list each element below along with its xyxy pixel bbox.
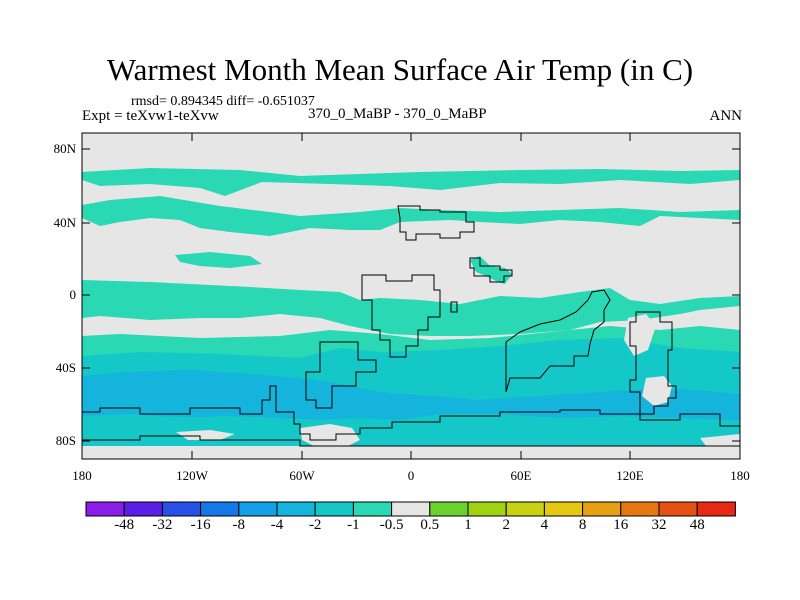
lon-label-180e: 180 bbox=[730, 468, 750, 483]
lon-label-0: 0 bbox=[407, 468, 415, 483]
neutral-patch-antarctic-2 bbox=[176, 430, 235, 440]
coastline-antarctic-edge bbox=[82, 435, 740, 447]
lon-label-180w: 180 bbox=[72, 468, 92, 483]
anomaly-band-40n bbox=[82, 196, 740, 236]
map-panel bbox=[81, 132, 741, 460]
lat-label-80s: 80S bbox=[55, 433, 76, 448]
coastline-island bbox=[450, 301, 458, 313]
coastline-africa bbox=[361, 274, 441, 358]
period-label: 370_0_MaBP - 370_0_MaBP bbox=[308, 106, 487, 122]
colorbar-box bbox=[391, 501, 431, 517]
colorbar-box bbox=[85, 501, 125, 517]
colorbar-label: -2 bbox=[308, 517, 322, 533]
colorbar-label: 8 bbox=[578, 517, 587, 533]
colorbar-box bbox=[658, 501, 698, 517]
lon-label-120e: 120E bbox=[616, 468, 644, 483]
anomaly-patch-pacific-n bbox=[175, 252, 262, 268]
coastline-antarctica bbox=[82, 385, 740, 441]
colorbar-box bbox=[238, 501, 278, 517]
season-label: ANN bbox=[709, 108, 743, 124]
colorbar-label: -1 bbox=[347, 517, 360, 533]
coastline-indian-basin bbox=[505, 289, 611, 393]
anomaly-band-60n bbox=[82, 168, 740, 196]
colorbar-label: -48 bbox=[114, 517, 135, 533]
lon-label-60e: 60E bbox=[510, 468, 532, 483]
anomaly-band-tropics bbox=[82, 280, 740, 336]
colorbar-box bbox=[123, 501, 163, 517]
experiment-label: Expt = teXvw1-teXvw bbox=[82, 108, 219, 124]
colorbar-box bbox=[161, 501, 202, 517]
colorbar bbox=[85, 501, 736, 517]
colorbar-box bbox=[352, 501, 393, 517]
coastline-south-america bbox=[305, 341, 377, 409]
colorbar-box bbox=[543, 501, 584, 517]
colorbar-box bbox=[467, 501, 507, 517]
anomaly-band-70s bbox=[82, 416, 740, 446]
lon-label-120w: 120W bbox=[176, 468, 208, 483]
colorbar-label: 2 bbox=[502, 517, 510, 533]
tick-marks bbox=[82, 133, 740, 459]
anomaly-band-60s bbox=[82, 370, 740, 420]
coastline-asia-peninsula bbox=[469, 257, 513, 283]
coastlines bbox=[82, 205, 740, 447]
coastline-australia bbox=[629, 311, 677, 415]
colorbar-label: 0.5 bbox=[420, 517, 440, 533]
colorbar-box bbox=[429, 501, 469, 517]
lon-label-60w: 60W bbox=[289, 468, 315, 483]
coastline-europe bbox=[397, 205, 475, 241]
lat-label-eq: 0 bbox=[69, 287, 77, 302]
colorbar-label: -4 bbox=[270, 517, 284, 533]
stats-text: rmsd= 0.894345 diff= -0.651037 bbox=[131, 94, 315, 109]
neutral-patch-australia bbox=[642, 376, 672, 406]
colorbar-box bbox=[276, 501, 316, 517]
map-title: Warmest Month Mean Surface Air Temp (in … bbox=[106, 52, 694, 87]
colorbar-label: -8 bbox=[232, 517, 246, 533]
colorbar-label: 48 bbox=[689, 517, 705, 533]
colorbar-label: -32 bbox=[152, 517, 173, 533]
colorbar-label: 16 bbox=[613, 517, 629, 533]
colorbar-box bbox=[582, 501, 622, 517]
lat-label-40s: 40S bbox=[55, 360, 76, 375]
colorbar-label: -0.5 bbox=[379, 517, 404, 533]
colorbar-label: 4 bbox=[540, 517, 549, 533]
neutral-patch-antarctic-1 bbox=[300, 424, 360, 448]
colorbar-label: 1 bbox=[464, 517, 472, 533]
colorbar-label: -16 bbox=[190, 517, 211, 533]
colorbar-box bbox=[505, 501, 545, 517]
colorbar-box bbox=[620, 501, 660, 517]
colorbar-label: 32 bbox=[651, 517, 667, 533]
lat-label-40n: 40N bbox=[53, 215, 76, 230]
neutral-patch-antarctic-3 bbox=[700, 434, 740, 446]
colorbar-box bbox=[696, 501, 736, 517]
lat-label-80n: 80N bbox=[53, 141, 76, 156]
colorbar-box bbox=[200, 501, 240, 517]
colorbar-box bbox=[314, 501, 354, 517]
